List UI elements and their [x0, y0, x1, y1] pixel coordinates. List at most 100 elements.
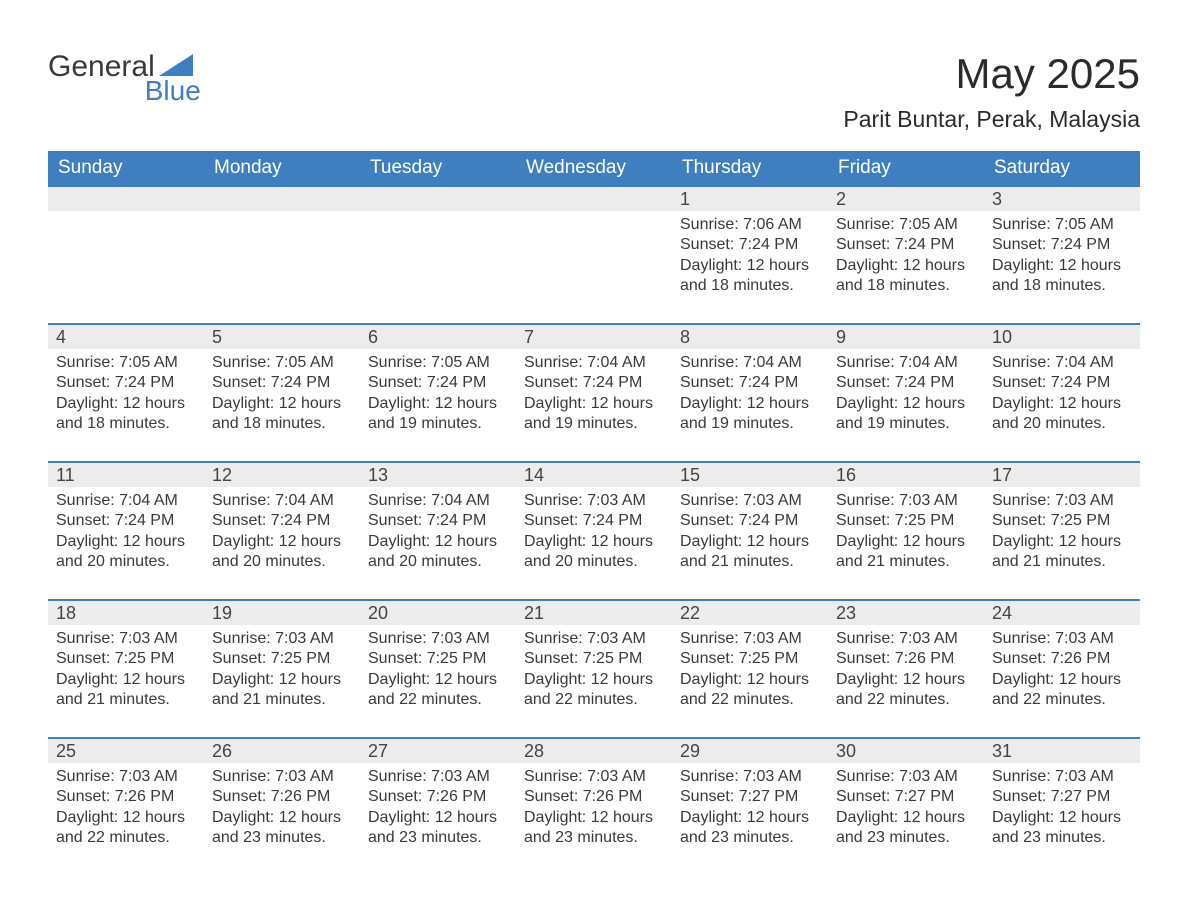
sunset-line: Sunset: 7:26 PM [368, 788, 486, 805]
sunset-line: Sunset: 7:24 PM [212, 374, 330, 391]
day-details: Sunrise: 7:04 AMSunset: 7:24 PMDaylight:… [828, 349, 984, 441]
sunset-line: Sunset: 7:26 PM [836, 650, 954, 667]
calendar-cell: 16Sunrise: 7:03 AMSunset: 7:25 PMDayligh… [828, 462, 984, 600]
day-header: Saturday [984, 151, 1140, 186]
daylight-line: Daylight: 12 hours and 22 minutes. [524, 671, 653, 708]
day-details: Sunrise: 7:03 AMSunset: 7:27 PMDaylight:… [672, 763, 828, 855]
calendar-cell: 13Sunrise: 7:04 AMSunset: 7:24 PMDayligh… [360, 462, 516, 600]
day-number: 3 [984, 187, 1140, 211]
daylight-line: Daylight: 12 hours and 20 minutes. [368, 533, 497, 570]
daylight-line: Daylight: 12 hours and 20 minutes. [56, 533, 185, 570]
daylight-line: Daylight: 12 hours and 21 minutes. [212, 671, 341, 708]
calendar-cell [48, 186, 204, 324]
sunrise-line: Sunrise: 7:03 AM [680, 492, 802, 509]
calendar-cell: 28Sunrise: 7:03 AMSunset: 7:26 PMDayligh… [516, 738, 672, 876]
daylight-line: Daylight: 12 hours and 19 minutes. [680, 395, 809, 432]
sunset-line: Sunset: 7:27 PM [992, 788, 1110, 805]
sunset-line: Sunset: 7:25 PM [992, 512, 1110, 529]
location-subtitle: Parit Buntar, Perak, Malaysia [843, 106, 1140, 133]
calendar-cell: 21Sunrise: 7:03 AMSunset: 7:25 PMDayligh… [516, 600, 672, 738]
calendar-cell: 11Sunrise: 7:04 AMSunset: 7:24 PMDayligh… [48, 462, 204, 600]
sunset-line: Sunset: 7:24 PM [524, 374, 642, 391]
day-details: Sunrise: 7:03 AMSunset: 7:26 PMDaylight:… [204, 763, 360, 855]
daylight-line: Daylight: 12 hours and 22 minutes. [368, 671, 497, 708]
daylight-line: Daylight: 12 hours and 18 minutes. [56, 395, 185, 432]
day-details: Sunrise: 7:04 AMSunset: 7:24 PMDaylight:… [672, 349, 828, 441]
day-number: 7 [516, 325, 672, 349]
day-number: 24 [984, 601, 1140, 625]
sunrise-line: Sunrise: 7:03 AM [56, 630, 178, 647]
day-number: 11 [48, 463, 204, 487]
calendar-table: SundayMondayTuesdayWednesdayThursdayFrid… [48, 151, 1140, 876]
daylight-line: Daylight: 12 hours and 22 minutes. [992, 671, 1121, 708]
day-details: Sunrise: 7:04 AMSunset: 7:24 PMDaylight:… [516, 349, 672, 441]
sunrise-line: Sunrise: 7:03 AM [56, 768, 178, 785]
calendar-cell: 14Sunrise: 7:03 AMSunset: 7:24 PMDayligh… [516, 462, 672, 600]
sunrise-line: Sunrise: 7:03 AM [524, 630, 646, 647]
day-details: Sunrise: 7:03 AMSunset: 7:27 PMDaylight:… [828, 763, 984, 855]
calendar-cell: 6Sunrise: 7:05 AMSunset: 7:24 PMDaylight… [360, 324, 516, 462]
sunrise-line: Sunrise: 7:05 AM [56, 354, 178, 371]
month-title: May 2025 [843, 50, 1140, 98]
daylight-line: Daylight: 12 hours and 23 minutes. [368, 809, 497, 846]
day-number: 4 [48, 325, 204, 349]
day-number: 31 [984, 739, 1140, 763]
day-number: 12 [204, 463, 360, 487]
daylight-line: Daylight: 12 hours and 21 minutes. [680, 533, 809, 570]
day-number: 26 [204, 739, 360, 763]
daylight-line: Daylight: 12 hours and 23 minutes. [836, 809, 965, 846]
calendar-cell: 7Sunrise: 7:04 AMSunset: 7:24 PMDaylight… [516, 324, 672, 462]
sunrise-line: Sunrise: 7:03 AM [680, 630, 802, 647]
sunrise-line: Sunrise: 7:05 AM [368, 354, 490, 371]
day-number: 21 [516, 601, 672, 625]
day-number: 25 [48, 739, 204, 763]
calendar-cell: 15Sunrise: 7:03 AMSunset: 7:24 PMDayligh… [672, 462, 828, 600]
calendar-cell [516, 186, 672, 324]
sunset-line: Sunset: 7:26 PM [212, 788, 330, 805]
sunrise-line: Sunrise: 7:03 AM [524, 492, 646, 509]
sunrise-line: Sunrise: 7:04 AM [212, 492, 334, 509]
day-number: 16 [828, 463, 984, 487]
daylight-line: Daylight: 12 hours and 23 minutes. [524, 809, 653, 846]
day-details: Sunrise: 7:03 AMSunset: 7:26 PMDaylight:… [984, 625, 1140, 717]
sunset-line: Sunset: 7:25 PM [836, 512, 954, 529]
sunset-line: Sunset: 7:24 PM [680, 236, 798, 253]
calendar-cell: 19Sunrise: 7:03 AMSunset: 7:25 PMDayligh… [204, 600, 360, 738]
sunrise-line: Sunrise: 7:03 AM [992, 768, 1114, 785]
day-details: Sunrise: 7:04 AMSunset: 7:24 PMDaylight:… [48, 487, 204, 579]
daylight-line: Daylight: 12 hours and 18 minutes. [836, 257, 965, 294]
daylight-line: Daylight: 12 hours and 23 minutes. [680, 809, 809, 846]
daylight-line: Daylight: 12 hours and 21 minutes. [56, 671, 185, 708]
calendar-cell: 22Sunrise: 7:03 AMSunset: 7:25 PMDayligh… [672, 600, 828, 738]
day-details: Sunrise: 7:05 AMSunset: 7:24 PMDaylight:… [48, 349, 204, 441]
day-number: 29 [672, 739, 828, 763]
brand-triangle-icon [159, 54, 193, 76]
calendar-cell: 25Sunrise: 7:03 AMSunset: 7:26 PMDayligh… [48, 738, 204, 876]
calendar-head: SundayMondayTuesdayWednesdayThursdayFrid… [48, 151, 1140, 186]
day-details: Sunrise: 7:03 AMSunset: 7:25 PMDaylight:… [360, 625, 516, 717]
sunset-line: Sunset: 7:24 PM [680, 512, 798, 529]
sunrise-line: Sunrise: 7:04 AM [992, 354, 1114, 371]
calendar-week-row: 4Sunrise: 7:05 AMSunset: 7:24 PMDaylight… [48, 324, 1140, 462]
daylight-line: Daylight: 12 hours and 20 minutes. [212, 533, 341, 570]
daylight-line: Daylight: 12 hours and 19 minutes. [836, 395, 965, 432]
day-number: 23 [828, 601, 984, 625]
day-number [360, 187, 516, 211]
calendar-cell: 27Sunrise: 7:03 AMSunset: 7:26 PMDayligh… [360, 738, 516, 876]
day-number: 17 [984, 463, 1140, 487]
day-number: 18 [48, 601, 204, 625]
day-details: Sunrise: 7:03 AMSunset: 7:26 PMDaylight:… [48, 763, 204, 855]
calendar-body: 1Sunrise: 7:06 AMSunset: 7:24 PMDaylight… [48, 186, 1140, 876]
sunrise-line: Sunrise: 7:03 AM [680, 768, 802, 785]
day-details: Sunrise: 7:03 AM Sunset: 7:24 PM Daylight:… [672, 487, 828, 579]
daylight-line: Daylight: 12 hours and 23 minutes. [212, 809, 341, 846]
day-header: Wednesday [516, 151, 672, 186]
sunrise-line: Sunrise: 7:05 AM [836, 216, 958, 233]
sunset-line: Sunset: 7:24 PM [992, 374, 1110, 391]
daylight-line: Daylight: 12 hours and 22 minutes. [56, 809, 185, 846]
day-details: Sunrise: 7:03 AMSunset: 7:26 PMDaylight:… [360, 763, 516, 855]
day-details: Sunrise: 7:03 AMSunset: 7:26 PMDaylight:… [828, 625, 984, 717]
day-details: Sunrise: 7:05 AMSunset: 7:24 PMDaylight:… [984, 211, 1140, 303]
day-details: Sunrise: 7:04 AMSunset: 7:24 PMDaylight:… [204, 487, 360, 579]
sunrise-line: Sunrise: 7:04 AM [524, 354, 646, 371]
